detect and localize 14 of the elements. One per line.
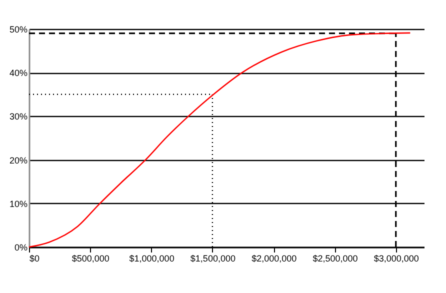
x-tick-label: $2,500,000	[312, 254, 358, 264]
x-tick-label: $3,000,000	[374, 254, 419, 264]
y-tick-label: 30%	[9, 112, 28, 122]
x-tick-label: $2,000,000	[252, 254, 297, 264]
x-tick-label: $500,000	[72, 254, 110, 264]
y-tick-label: 0%	[14, 242, 28, 252]
line-series	[28, 32, 411, 248]
x-tick-label: $0	[30, 254, 40, 264]
y-tick-label: 50%	[9, 24, 28, 34]
y-tick-label: 40%	[9, 68, 28, 78]
y-tick-label: 10%	[9, 198, 28, 209]
y-tick-label: 20%	[9, 155, 28, 166]
x-tick-label: $1,000,000	[129, 254, 174, 264]
x-tick-label: $1,500,000	[190, 254, 236, 264]
